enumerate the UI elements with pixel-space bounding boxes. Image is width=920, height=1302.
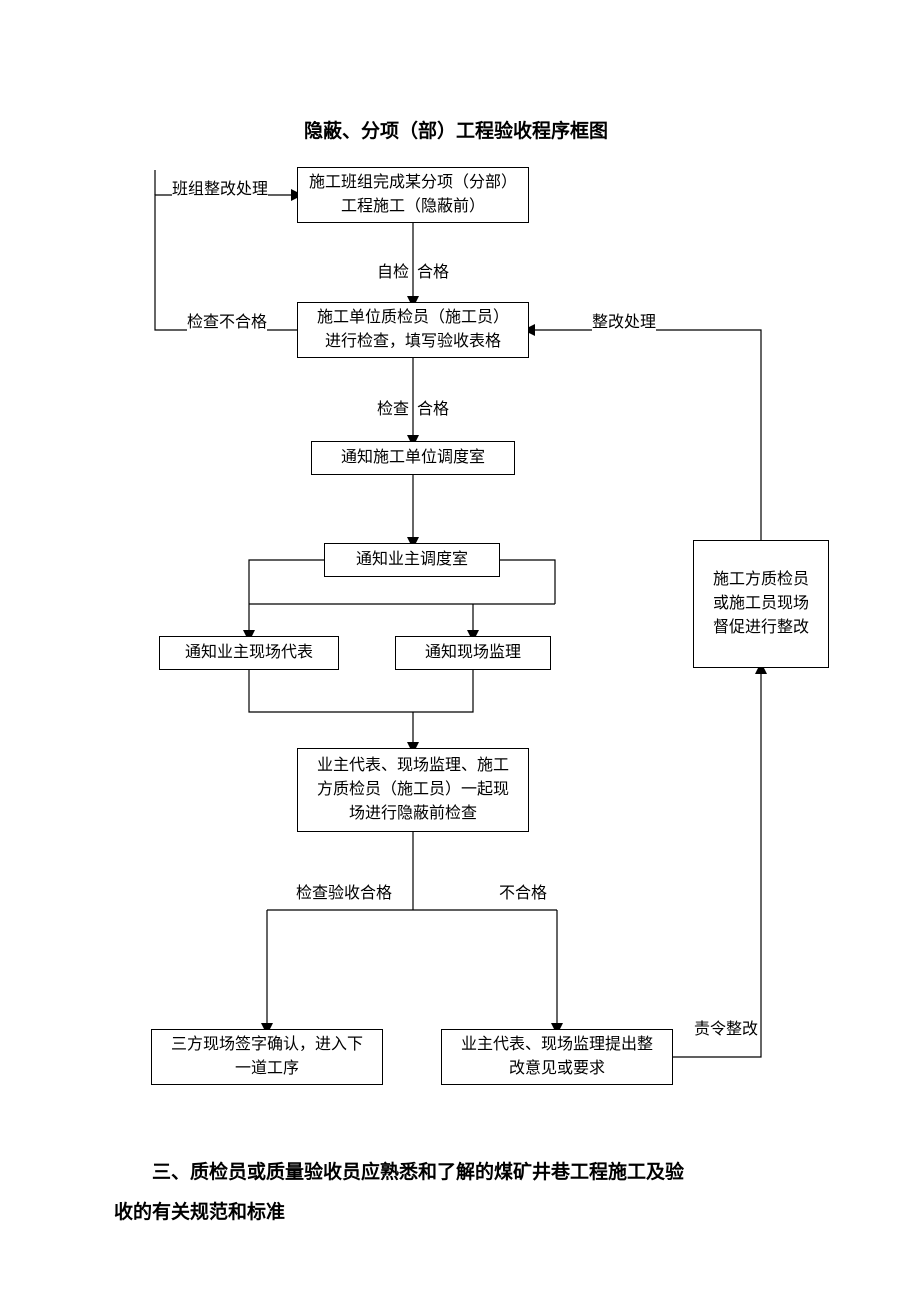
flow-node-line: 或施工员现场 — [713, 592, 809, 616]
edge-label: 不合格 — [499, 879, 547, 903]
flow-node-line: 场进行隐蔽前检查 — [349, 802, 477, 826]
footer-text: 三、质检员或质量验收员应熟悉和了解的煤矿井巷工程施工及验收的有关规范和标准 — [114, 1153, 814, 1233]
flow-node: 通知业主调度室 — [324, 543, 500, 577]
flow-node: 业主代表、现场监理提出整改意见或要求 — [441, 1029, 673, 1085]
flow-node-line: 施工班组完成某分项（分部） — [309, 171, 517, 195]
flow-node-line: 施工单位质检员（施工员） — [317, 306, 509, 330]
edge-label: 检查 — [377, 395, 409, 419]
diagram-title: 隐蔽、分项（部）工程验收程序框图 — [304, 116, 608, 143]
flow-node: 通知施工单位调度室 — [311, 441, 515, 475]
edge-label: 自检 — [377, 258, 409, 282]
flow-node-line: 督促进行整改 — [713, 616, 809, 640]
flow-node-line: 施工方质检员 — [713, 568, 809, 592]
flow-node: 业主代表、现场监理、施工方质检员（施工员）一起现场进行隐蔽前检查 — [297, 748, 529, 832]
flow-node-line: 通知业主调度室 — [356, 548, 468, 572]
page: 隐蔽、分项（部）工程验收程序框图 施工班组完成某分项（分部）工程施工（隐蔽前）施… — [0, 0, 920, 1302]
flow-node-line: 通知现场监理 — [425, 641, 521, 665]
edge-label: 合格 — [417, 395, 449, 419]
flow-node: 三方现场签字确认，进入下一道工序 — [151, 1029, 383, 1085]
flow-node: 施工方质检员或施工员现场督促进行整改 — [693, 540, 829, 668]
edge-label: 检查不合格 — [187, 308, 267, 332]
flow-node: 通知现场监理 — [395, 636, 551, 670]
flow-node: 通知业主现场代表 — [159, 636, 339, 670]
edge-label: 班组整改处理 — [172, 175, 268, 199]
flow-node-line: 工程施工（隐蔽前） — [341, 195, 485, 219]
edge-label: 整改处理 — [592, 308, 656, 332]
flow-node-line: 进行检查，填写验收表格 — [325, 330, 501, 354]
footer-line: 三、质检员或质量验收员应熟悉和了解的煤矿井巷工程施工及验 — [114, 1153, 814, 1193]
flow-node-line: 业主代表、现场监理提出整 — [461, 1033, 653, 1057]
flow-node-line: 三方现场签字确认，进入下 — [171, 1033, 363, 1057]
flow-node-line: 通知业主现场代表 — [185, 641, 313, 665]
flow-node: 施工班组完成某分项（分部）工程施工（隐蔽前） — [297, 167, 529, 223]
flow-node-line: 业主代表、现场监理、施工 — [317, 754, 509, 778]
edge-label: 检查验收合格 — [296, 879, 392, 903]
edge-label: 合格 — [417, 258, 449, 282]
flow-node-line: 通知施工单位调度室 — [341, 446, 485, 470]
edge-label: 责令整改 — [694, 1015, 758, 1039]
flow-node-line: 方质检员（施工员）一起现 — [317, 778, 509, 802]
flow-node: 施工单位质检员（施工员）进行检查，填写验收表格 — [297, 302, 529, 358]
flow-node-line: 一道工序 — [235, 1057, 299, 1081]
flow-node-line: 改意见或要求 — [509, 1057, 605, 1081]
footer-line: 收的有关规范和标准 — [114, 1193, 814, 1233]
